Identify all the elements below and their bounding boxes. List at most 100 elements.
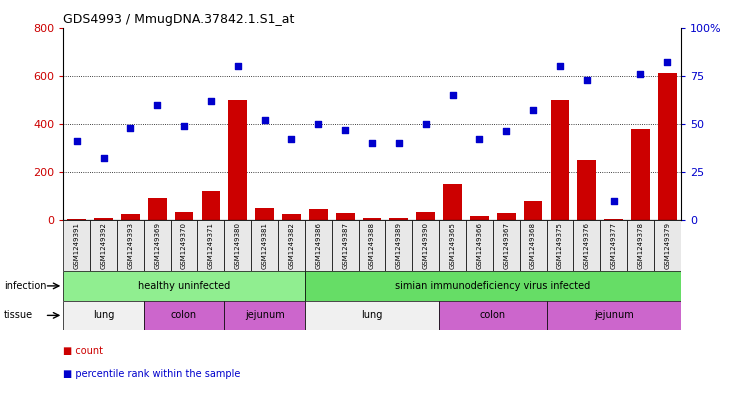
Bar (63, 271, 305, 301)
Bar (305, 271, 681, 301)
Bar (631, 129, 650, 220)
Bar (547, 301, 681, 330)
Point (151, 101, 163, 108)
Point (581, 76, 593, 83)
Bar (202, 191, 220, 220)
Point (339, 127, 351, 133)
Bar (175, 212, 193, 220)
Bar (412, 220, 439, 271)
Point (312, 121, 324, 127)
Bar (90, 220, 117, 271)
Point (446, 92, 458, 98)
Bar (385, 220, 412, 271)
Bar (197, 220, 225, 271)
Bar (94, 218, 113, 220)
Bar (63, 220, 90, 271)
Point (420, 121, 432, 127)
Text: GSM1249375: GSM1249375 (557, 222, 563, 269)
Text: GSM1249378: GSM1249378 (638, 222, 644, 269)
Text: GSM1249386: GSM1249386 (315, 222, 321, 269)
Bar (547, 220, 574, 271)
Text: GSM1249387: GSM1249387 (342, 222, 348, 269)
Bar (439, 301, 547, 330)
Bar (67, 219, 86, 220)
Text: GSM1249369: GSM1249369 (154, 222, 160, 269)
Bar (170, 220, 197, 271)
Bar (389, 218, 408, 220)
Bar (574, 220, 600, 271)
Point (635, 71, 647, 77)
Bar (359, 220, 385, 271)
Bar (144, 220, 170, 271)
Bar (282, 214, 301, 220)
Text: GSM1249365: GSM1249365 (449, 222, 455, 269)
Text: colon: colon (480, 310, 506, 320)
Point (205, 97, 217, 104)
Bar (63, 301, 144, 330)
Text: GSM1249366: GSM1249366 (476, 222, 482, 269)
Bar (524, 201, 542, 220)
Bar (305, 220, 332, 271)
Bar (148, 198, 167, 220)
Bar (551, 100, 569, 220)
Bar (278, 220, 305, 271)
Text: GSM1249389: GSM1249389 (396, 222, 402, 269)
Text: tissue: tissue (4, 310, 33, 320)
Bar (654, 220, 681, 271)
Bar (658, 73, 677, 220)
Text: jejunum: jejunum (245, 310, 284, 320)
Point (97, 155, 109, 162)
Text: GSM1249390: GSM1249390 (423, 222, 429, 269)
Text: lung: lung (93, 310, 114, 320)
Point (527, 107, 539, 114)
Bar (470, 217, 489, 220)
Bar (493, 220, 519, 271)
Point (71, 138, 83, 144)
Text: ■ count: ■ count (63, 346, 103, 356)
Point (124, 125, 136, 131)
Text: GSM1249380: GSM1249380 (235, 222, 241, 269)
Bar (604, 219, 623, 220)
Text: simian immunodeficiency virus infected: simian immunodeficiency virus infected (395, 281, 591, 291)
Text: GSM1249393: GSM1249393 (127, 222, 133, 269)
Text: GSM1249388: GSM1249388 (369, 222, 375, 269)
Bar (225, 301, 305, 330)
Bar (336, 213, 355, 220)
Text: GSM1249370: GSM1249370 (181, 222, 187, 269)
Bar (439, 220, 466, 271)
Text: jejunum: jejunum (594, 310, 633, 320)
Point (661, 59, 673, 65)
Bar (309, 209, 327, 220)
Bar (600, 220, 627, 271)
Point (259, 117, 271, 123)
Point (366, 140, 378, 146)
Bar (497, 213, 516, 220)
Bar (121, 214, 140, 220)
Text: GSM1249371: GSM1249371 (208, 222, 214, 269)
Text: GSM1249379: GSM1249379 (664, 222, 670, 269)
Bar (117, 220, 144, 271)
Text: healthy uninfected: healthy uninfected (138, 281, 230, 291)
Text: GDS4993 / MmugDNA.37842.1.S1_at: GDS4993 / MmugDNA.37842.1.S1_at (63, 13, 295, 26)
Bar (305, 301, 439, 330)
Text: lung: lung (362, 310, 382, 320)
Point (286, 136, 298, 142)
Text: GSM1249368: GSM1249368 (530, 222, 536, 269)
Bar (144, 301, 225, 330)
Point (232, 63, 244, 69)
Bar (577, 160, 596, 220)
Text: GSM1249376: GSM1249376 (584, 222, 590, 269)
Text: GSM1249367: GSM1249367 (503, 222, 509, 269)
Point (500, 129, 512, 135)
Bar (255, 208, 274, 220)
Point (473, 136, 485, 142)
Bar (362, 218, 382, 220)
Bar (627, 220, 654, 271)
Point (554, 63, 566, 69)
Text: GSM1249381: GSM1249381 (262, 222, 268, 269)
Bar (417, 212, 435, 220)
Text: colon: colon (171, 310, 197, 320)
Bar (251, 220, 278, 271)
Text: GSM1249382: GSM1249382 (289, 222, 295, 269)
Text: GSM1249392: GSM1249392 (100, 222, 106, 269)
